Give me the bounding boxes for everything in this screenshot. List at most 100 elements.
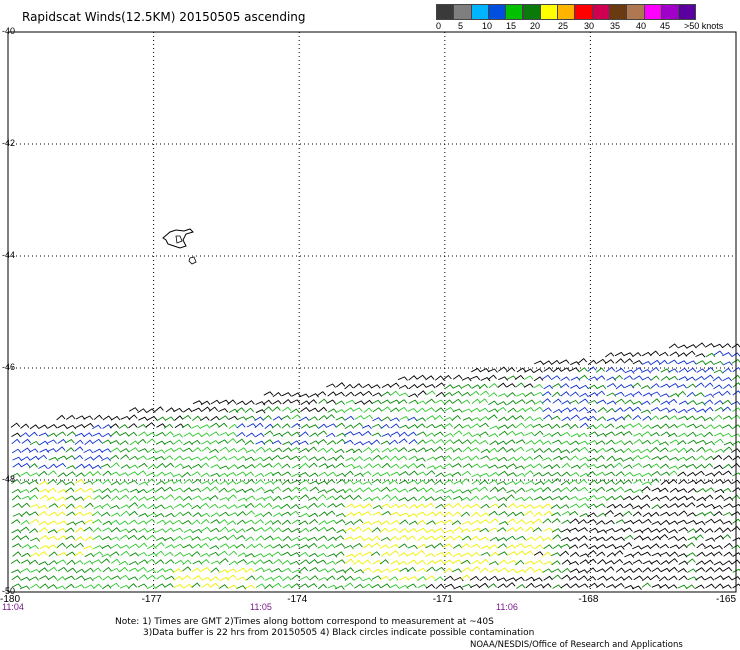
wind-barb	[506, 472, 517, 477]
wind-barb	[200, 416, 210, 421]
wind-barb	[344, 582, 354, 588]
wind-barb	[129, 447, 139, 452]
wind-barb	[561, 416, 571, 422]
wind-barb	[37, 454, 48, 460]
wind-barb	[272, 400, 282, 405]
wind-barb	[65, 583, 75, 589]
wind-barb	[281, 431, 292, 436]
wind-barb	[524, 510, 534, 516]
wind-barb	[542, 518, 552, 524]
wind-barb	[379, 527, 389, 534]
wind-barb	[641, 527, 652, 533]
wind-barb	[309, 526, 319, 532]
wind-barb	[632, 505, 643, 510]
wind-barb	[614, 391, 625, 397]
wind-barb	[632, 462, 643, 468]
wind-barb	[20, 519, 30, 526]
wind-barb	[271, 406, 281, 412]
wind-barb	[336, 569, 347, 574]
wind-barb	[695, 375, 705, 381]
wind-barb	[686, 463, 697, 469]
wind-barb	[533, 463, 543, 469]
wind-barb	[371, 432, 382, 437]
wind-barb	[444, 384, 454, 390]
legend-label: 35	[610, 21, 621, 31]
wind-barb	[380, 551, 391, 557]
wind-barb	[550, 375, 561, 381]
wind-barb	[462, 552, 472, 557]
wind-barb	[624, 392, 635, 398]
wind-barb	[480, 455, 491, 460]
wind-barb	[587, 558, 597, 565]
wind-barb	[344, 527, 355, 532]
wind-barb	[461, 504, 472, 510]
wind-barb	[712, 376, 723, 382]
wind-barb	[452, 408, 463, 413]
wind-barb	[317, 544, 328, 549]
wind-barb	[263, 456, 273, 462]
wind-barb	[371, 399, 382, 405]
wind-barb	[147, 456, 158, 461]
wind-barb	[173, 576, 183, 581]
wind-barb	[371, 478, 382, 484]
wind-barb	[615, 536, 625, 541]
wind-barb	[209, 536, 220, 541]
wind-barb	[20, 423, 30, 429]
wind-barb	[307, 496, 318, 501]
wind-barb	[65, 575, 76, 580]
wind-barb	[408, 399, 419, 404]
wind-barb	[28, 431, 38, 438]
wind-barb	[137, 438, 147, 445]
latitude-label: -46	[2, 362, 16, 372]
wind-barb	[633, 479, 643, 484]
wind-barb	[498, 376, 509, 381]
wind-barb	[641, 409, 652, 414]
wind-barb	[543, 384, 553, 390]
wind-barb	[227, 574, 237, 580]
wind-barb	[586, 470, 596, 477]
wind-barb	[28, 448, 39, 453]
wind-barb	[219, 511, 230, 517]
wind-barb	[127, 583, 137, 589]
wind-barb	[255, 583, 266, 588]
wind-barb	[588, 479, 598, 485]
wind-barb	[309, 567, 319, 572]
wind-barb	[515, 543, 525, 548]
wind-barb	[705, 503, 716, 509]
wind-barb	[443, 416, 454, 422]
wind-barb	[290, 455, 300, 461]
wind-barb	[497, 446, 507, 453]
wind-barb	[326, 399, 337, 404]
wind-barb	[552, 544, 563, 549]
wind-barb	[551, 423, 561, 430]
wind-barb	[128, 455, 139, 461]
wind-barb	[362, 383, 372, 389]
wind-barb	[48, 560, 58, 566]
wind-barb	[361, 424, 372, 430]
wind-barb	[579, 553, 590, 558]
wind-barb	[21, 438, 31, 444]
wind-barb	[650, 383, 660, 389]
wind-barb	[92, 424, 102, 430]
wind-barb	[138, 496, 148, 502]
wind-barb	[704, 559, 714, 565]
wind-barb	[595, 440, 606, 445]
wind-barb	[75, 584, 85, 589]
wind-barb	[145, 422, 156, 428]
wind-barb	[327, 568, 337, 573]
wind-barb	[669, 456, 679, 462]
wind-barb	[416, 511, 427, 516]
wind-barb	[38, 470, 48, 477]
wind-barb	[390, 519, 401, 525]
wind-barb	[246, 543, 256, 550]
wind-barb	[705, 455, 715, 461]
wind-barb	[533, 368, 543, 374]
wind-barb	[110, 462, 120, 468]
wind-barb	[255, 446, 265, 452]
wind-barb	[462, 463, 473, 468]
wind-barb	[677, 503, 687, 508]
wind-barb	[353, 422, 363, 428]
wind-barb	[588, 392, 599, 397]
wind-barb	[309, 393, 319, 398]
wind-barb	[614, 407, 624, 413]
